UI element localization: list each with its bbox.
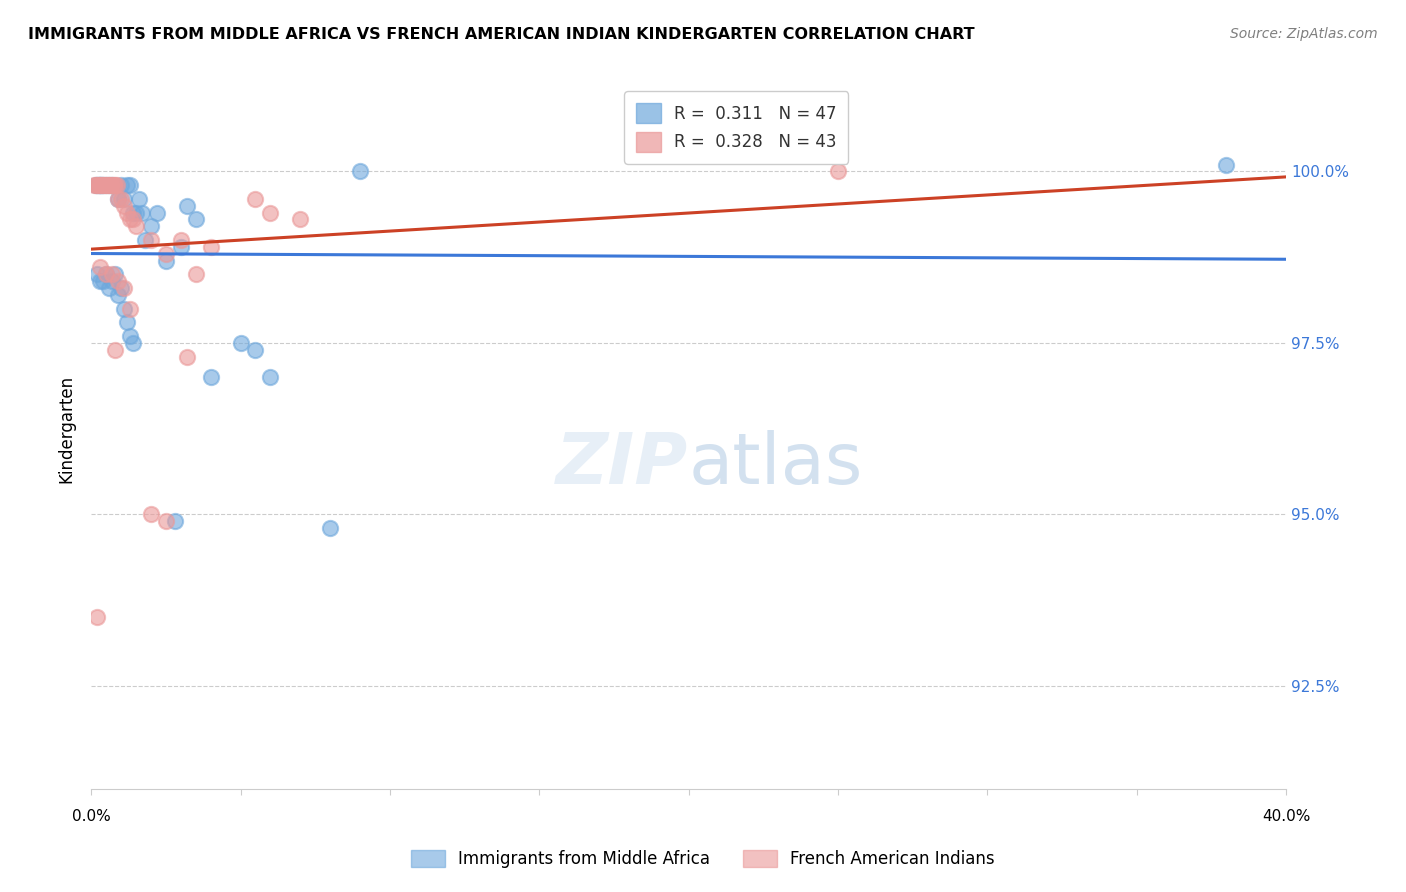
Point	[112, 281, 135, 295]
Point	[259, 205, 281, 219]
Point	[97, 178, 120, 193]
Point	[112, 199, 135, 213]
Point	[103, 178, 125, 193]
Point	[107, 192, 129, 206]
Point	[87, 178, 110, 193]
Point	[89, 274, 111, 288]
Point	[86, 178, 108, 193]
Point	[86, 268, 108, 282]
Point	[118, 301, 141, 316]
Point	[115, 205, 138, 219]
Text: 40.0%: 40.0%	[1261, 809, 1310, 824]
Point	[107, 192, 129, 206]
Point	[115, 178, 138, 193]
Point	[86, 178, 108, 193]
Point	[101, 178, 124, 193]
Point	[89, 178, 111, 193]
Point	[163, 514, 186, 528]
Point	[200, 370, 222, 384]
Point	[139, 219, 162, 234]
Point	[176, 350, 198, 364]
Point	[118, 212, 141, 227]
Point	[155, 514, 177, 528]
Point	[319, 521, 342, 535]
Point	[229, 335, 252, 350]
Point	[155, 253, 177, 268]
Legend: Immigrants from Middle Africa, French American Indians: Immigrants from Middle Africa, French Am…	[405, 843, 1001, 875]
Point	[100, 178, 122, 193]
Legend: R =  0.311   N = 47, R =  0.328   N = 43: R = 0.311 N = 47, R = 0.328 N = 43	[624, 91, 848, 163]
Point	[89, 178, 111, 193]
Point	[118, 329, 141, 343]
Point	[87, 178, 110, 193]
Point	[91, 274, 114, 288]
Point	[115, 315, 138, 329]
Text: Source: ZipAtlas.com: Source: ZipAtlas.com	[1230, 27, 1378, 41]
Point	[104, 343, 127, 357]
Point	[105, 178, 128, 193]
Point	[170, 240, 193, 254]
Point	[89, 178, 111, 193]
Point	[107, 288, 129, 302]
Y-axis label: Kindergarten: Kindergarten	[58, 375, 75, 483]
Point	[349, 164, 371, 178]
Point	[125, 205, 148, 219]
Point	[104, 178, 127, 193]
Point	[93, 178, 115, 193]
Text: 0.0%: 0.0%	[72, 809, 111, 824]
Point	[176, 199, 198, 213]
Point	[94, 178, 117, 193]
Point	[101, 178, 124, 193]
Point	[94, 178, 117, 193]
Point	[128, 192, 150, 206]
Point	[83, 178, 105, 193]
Point	[184, 268, 207, 282]
Point	[84, 178, 107, 193]
Point	[110, 281, 132, 295]
Point	[200, 240, 222, 254]
Point	[139, 233, 162, 247]
Point	[112, 192, 135, 206]
Point	[245, 343, 267, 357]
Point	[90, 178, 112, 193]
Point	[98, 178, 121, 193]
Point	[110, 192, 132, 206]
Point	[155, 246, 177, 260]
Point	[101, 268, 124, 282]
Point	[98, 178, 121, 193]
Point	[122, 205, 145, 219]
Point	[245, 192, 267, 206]
Text: atlas: atlas	[689, 430, 863, 500]
Point	[134, 233, 156, 247]
Point	[125, 219, 148, 234]
Point	[146, 205, 169, 219]
Point	[84, 178, 107, 193]
Point	[86, 610, 108, 624]
Point	[89, 260, 111, 275]
Point	[91, 178, 114, 193]
Point	[122, 212, 145, 227]
Point	[1215, 157, 1237, 171]
Point	[290, 212, 312, 227]
Point	[122, 335, 145, 350]
Point	[91, 178, 114, 193]
Text: IMMIGRANTS FROM MIDDLE AFRICA VS FRENCH AMERICAN INDIAN KINDERGARTEN CORRELATION: IMMIGRANTS FROM MIDDLE AFRICA VS FRENCH …	[28, 27, 974, 42]
Text: ZIP: ZIP	[557, 430, 689, 500]
Point	[184, 212, 207, 227]
Point	[94, 268, 117, 282]
Point	[259, 370, 281, 384]
Point	[827, 164, 849, 178]
Point	[131, 205, 153, 219]
Point	[110, 178, 132, 193]
Point	[170, 233, 193, 247]
Point	[101, 274, 124, 288]
Point	[118, 178, 141, 193]
Point	[98, 281, 121, 295]
Point	[107, 274, 129, 288]
Point	[104, 268, 127, 282]
Point	[139, 508, 162, 522]
Point	[94, 268, 117, 282]
Point	[90, 178, 112, 193]
Point	[112, 301, 135, 316]
